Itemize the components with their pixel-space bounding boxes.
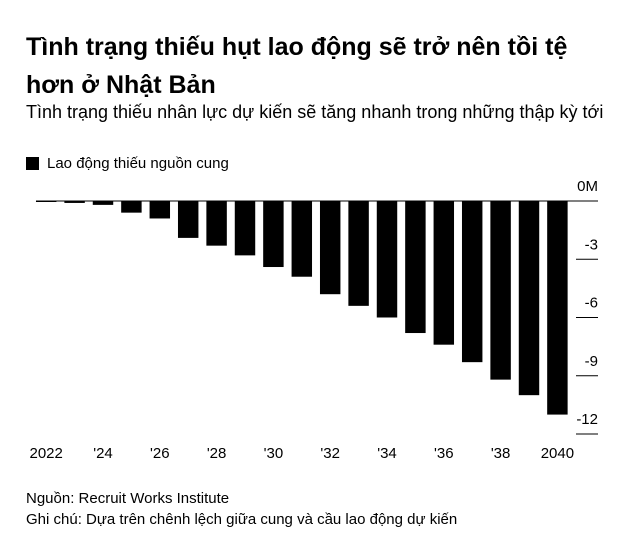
y-tick-label: -3 <box>585 236 598 253</box>
bar <box>433 201 455 345</box>
bar <box>35 201 57 202</box>
bar <box>405 201 426 334</box>
bar <box>92 201 114 205</box>
bar <box>291 201 313 277</box>
bar <box>177 201 199 238</box>
x-tick-label: '24 <box>93 445 113 462</box>
bar <box>348 201 369 306</box>
y-tick-label: -12 <box>576 411 598 428</box>
bar <box>461 201 483 363</box>
legend: Lao động thiếu nguồn cung <box>26 155 229 172</box>
y-tick-label: -9 <box>585 353 598 370</box>
x-tick-label: '32 <box>320 445 340 462</box>
bar <box>206 201 227 246</box>
x-tick-label: '26 <box>150 445 170 462</box>
y-tick-label: -6 <box>585 295 598 312</box>
x-tick-label: 2040 <box>541 445 574 462</box>
chart-subtitle: Tình trạng thiếu nhân lực dự kiến sẽ tăn… <box>26 102 604 122</box>
x-tick-label: '38 <box>491 445 511 462</box>
bar <box>234 201 256 256</box>
legend-swatch <box>26 157 39 170</box>
bar <box>319 201 341 295</box>
x-tick-label: '30 <box>264 445 284 462</box>
x-tick-label: '28 <box>207 445 227 462</box>
bar <box>263 201 284 268</box>
bar <box>121 201 142 213</box>
x-tick-label: 2022 <box>30 445 63 462</box>
bar <box>64 201 85 203</box>
chart-title: Tình trạng thiếu hụt lao động sẽ trở nên… <box>26 33 568 99</box>
x-tick-label: '34 <box>377 445 397 462</box>
bar <box>518 201 540 396</box>
legend-label: Lao động thiếu nguồn cung <box>47 155 229 172</box>
note: Ghi chú: Dựa trên chênh lệch giữa cung v… <box>26 511 458 528</box>
bar <box>149 201 171 219</box>
source: Nguồn: Recruit Works Institute <box>26 490 230 507</box>
bar <box>490 201 511 380</box>
x-tick-label: '36 <box>434 445 454 462</box>
bar <box>376 201 398 318</box>
y-tick-label: 0M <box>577 178 598 195</box>
bar <box>547 201 568 415</box>
